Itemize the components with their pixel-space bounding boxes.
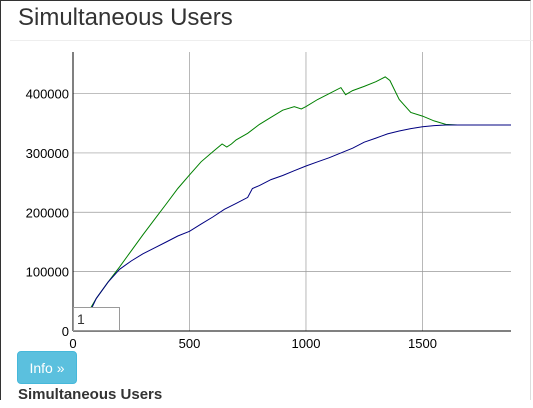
x-tick-label-0: 0 (69, 336, 76, 350)
heading-divider (10, 40, 533, 41)
y-tick-label-0: 0 (62, 324, 69, 339)
x-tick-label-3: 1500 (408, 336, 437, 350)
y-tick-label-3: 300000 (26, 146, 69, 161)
overlay-value-box[interactable]: 1 (73, 307, 120, 331)
x-tick-label-1: 500 (179, 336, 201, 350)
chart-panel (0, 0, 531, 400)
series-line-1 (88, 124, 511, 314)
x-tick-label-2: 1000 (292, 336, 321, 350)
page-title: Simultaneous Users (18, 4, 233, 31)
y-tick-label-4: 400000 (26, 87, 69, 102)
series-line-0 (88, 76, 511, 311)
y-tick-label-1: 100000 (26, 265, 69, 280)
y-tick-label-2: 200000 (26, 205, 69, 220)
info-button[interactable]: Info » (17, 351, 77, 384)
line-chart: 0 500 1000 1500 0 100000 200000 300000 400000 (26, 52, 511, 350)
chart-caption: Simultaneous Users (18, 386, 163, 403)
